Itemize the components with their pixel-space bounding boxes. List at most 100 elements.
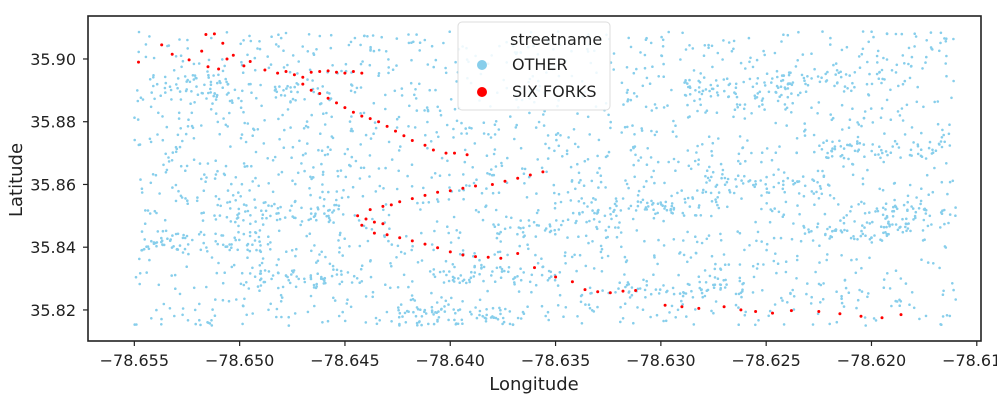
other-point	[851, 163, 854, 166]
other-point	[872, 121, 875, 124]
other-point	[382, 209, 385, 212]
other-point	[731, 50, 734, 53]
other-point	[186, 79, 189, 82]
six-forks-point	[200, 50, 203, 53]
other-point	[441, 157, 444, 160]
other-point	[171, 159, 174, 162]
other-point	[323, 212, 326, 215]
other-point	[273, 203, 276, 206]
other-point	[697, 163, 700, 166]
other-point	[478, 314, 481, 317]
other-point	[180, 195, 183, 198]
other-point	[358, 219, 361, 222]
other-point	[636, 95, 639, 98]
other-point	[846, 87, 849, 90]
other-point	[365, 227, 368, 230]
other-point	[673, 293, 676, 296]
other-point	[846, 229, 849, 232]
other-point	[277, 173, 280, 176]
other-point	[687, 149, 690, 152]
other-point	[297, 60, 300, 63]
other-point	[904, 226, 907, 229]
six-forks-point	[327, 97, 330, 100]
other-point	[375, 190, 378, 193]
six-forks-point	[554, 276, 557, 279]
other-point	[415, 315, 418, 318]
other-point	[194, 309, 197, 312]
six-forks-point	[293, 73, 296, 76]
other-point	[365, 321, 368, 324]
six-forks-point	[327, 69, 330, 72]
other-point	[650, 200, 653, 203]
other-point	[895, 71, 898, 74]
other-point	[689, 93, 692, 96]
other-point	[894, 205, 897, 208]
other-point	[778, 211, 781, 214]
other-point	[657, 75, 660, 78]
other-point	[588, 303, 591, 306]
other-point	[216, 170, 219, 173]
other-point	[262, 223, 265, 226]
other-point	[514, 276, 517, 279]
other-point	[328, 92, 331, 95]
other-point	[754, 94, 757, 97]
other-point	[338, 283, 341, 286]
other-point	[323, 198, 326, 201]
other-point	[281, 296, 284, 299]
other-point	[733, 192, 736, 195]
other-point	[243, 284, 246, 287]
other-point	[793, 308, 796, 311]
other-point	[481, 192, 484, 195]
other-point	[137, 118, 140, 121]
other-point	[243, 162, 246, 165]
other-point	[538, 121, 541, 124]
other-point	[942, 293, 945, 296]
other-point	[289, 282, 292, 285]
other-point	[139, 272, 142, 275]
other-point	[587, 116, 590, 119]
other-point	[282, 89, 285, 92]
other-point	[686, 231, 689, 234]
other-point	[726, 206, 729, 209]
other-point	[640, 156, 643, 159]
other-point	[182, 234, 185, 237]
other-point	[883, 278, 886, 281]
other-point	[440, 114, 443, 117]
other-point	[624, 302, 627, 305]
other-point	[653, 256, 656, 259]
other-point	[344, 320, 347, 323]
other-point	[260, 105, 263, 108]
other-point	[410, 249, 413, 252]
six-forks-point	[204, 33, 207, 36]
other-point	[276, 219, 279, 222]
other-point	[482, 280, 485, 283]
other-point	[708, 90, 711, 93]
other-point	[277, 45, 280, 48]
other-point	[782, 188, 785, 191]
other-point	[193, 158, 196, 161]
other-point	[637, 205, 640, 208]
other-point	[259, 264, 262, 267]
other-point	[173, 69, 176, 72]
other-point	[442, 42, 445, 45]
other-point	[850, 259, 853, 262]
other-point	[735, 293, 738, 296]
other-point	[222, 282, 225, 285]
other-point	[812, 239, 815, 242]
other-point	[427, 323, 430, 326]
other-point	[382, 187, 385, 190]
other-point	[387, 58, 390, 61]
other-point	[659, 201, 662, 204]
other-point	[954, 214, 957, 217]
other-point	[679, 58, 682, 61]
other-point	[254, 275, 257, 278]
other-point	[160, 323, 163, 326]
other-point	[186, 199, 189, 202]
other-point	[513, 138, 516, 141]
other-point	[918, 318, 921, 321]
other-point	[179, 293, 182, 296]
other-point	[211, 308, 214, 311]
other-point	[362, 195, 365, 198]
other-point	[826, 139, 829, 142]
x-tick-label: −78.640	[416, 351, 485, 370]
